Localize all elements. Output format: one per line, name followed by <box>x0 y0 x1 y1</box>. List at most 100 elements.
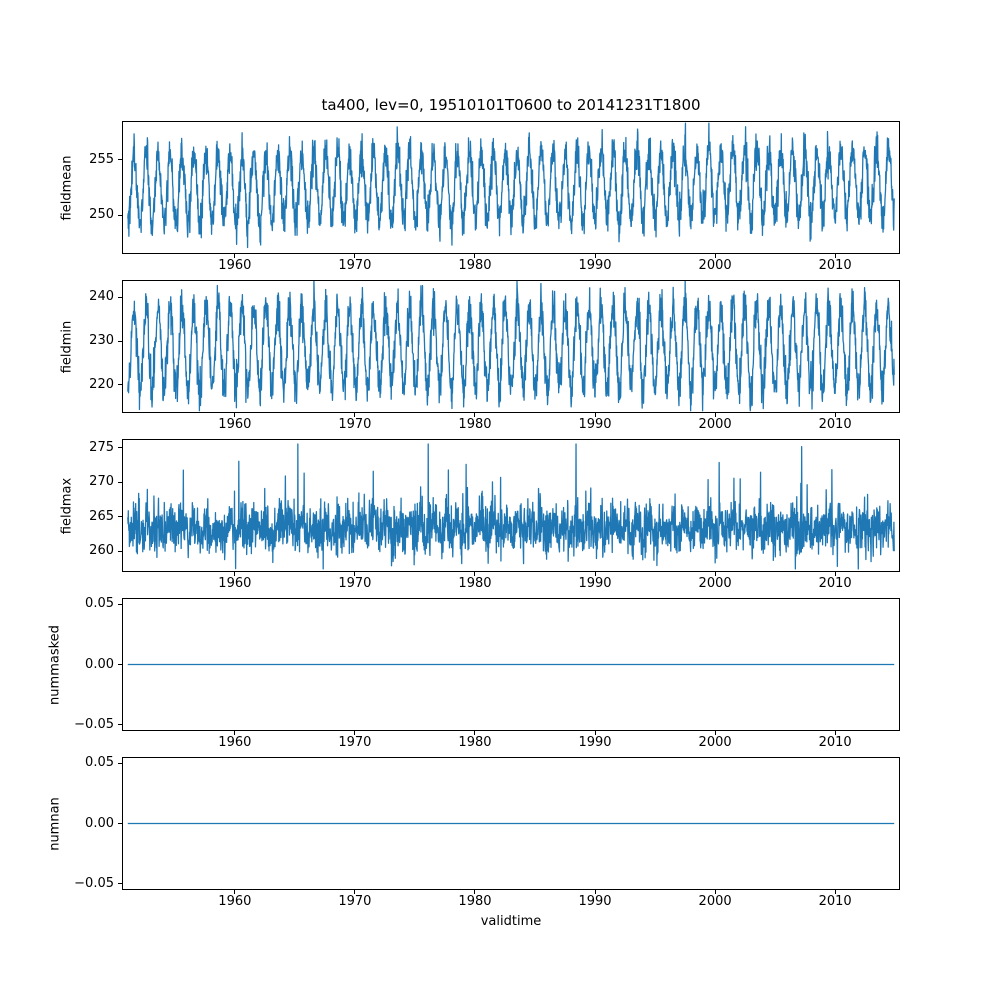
y-tick-mark <box>118 516 122 518</box>
x-tick-mark <box>594 731 596 735</box>
x-tick-mark <box>234 731 236 735</box>
x-tick-mark <box>834 254 836 258</box>
x-tick-label: 2000 <box>698 576 732 591</box>
x-tick-mark <box>714 254 716 258</box>
x-tick-mark <box>834 731 836 735</box>
subplot-numnan <box>122 757 900 890</box>
x-tick-mark <box>474 572 476 576</box>
x-tick-label: 2010 <box>818 576 852 591</box>
y-tick-mark <box>118 603 122 605</box>
y-tick-mark <box>118 883 122 885</box>
y-tick-label: 255 <box>89 151 114 167</box>
y-tick-mark <box>118 340 122 342</box>
x-tick-label: 1990 <box>578 894 612 909</box>
x-tick-mark <box>714 572 716 576</box>
x-tick-mark <box>234 413 236 417</box>
x-tick-mark <box>354 890 356 894</box>
y-tick-mark <box>118 384 122 386</box>
y-tick-label: 0.00 <box>85 815 114 831</box>
x-tick-label: 1960 <box>218 735 252 750</box>
x-tick-mark <box>714 731 716 735</box>
x-tick-mark <box>834 572 836 576</box>
x-tick-mark <box>354 731 356 735</box>
x-axis-label: validtime <box>480 914 542 929</box>
y-tick-mark <box>118 724 122 726</box>
y-tick-mark <box>118 296 122 298</box>
x-tick-mark <box>354 254 356 258</box>
y-tick-label: 265 <box>89 508 114 524</box>
x-tick-label: 2000 <box>698 735 732 750</box>
x-tick-mark <box>474 890 476 894</box>
x-tick-mark <box>474 254 476 258</box>
x-tick-label: 1970 <box>338 417 372 432</box>
x-tick-label: 2010 <box>818 735 852 750</box>
subplot-fieldmax <box>122 439 900 572</box>
x-tick-mark <box>354 413 356 417</box>
x-tick-label: 1970 <box>338 735 372 750</box>
x-tick-label: 1970 <box>338 258 372 273</box>
y-tick-label: 240 <box>89 289 114 305</box>
x-tick-label: 1970 <box>338 576 372 591</box>
y-tick-label: 250 <box>89 207 114 223</box>
x-tick-label: 1960 <box>218 894 252 909</box>
y-tick-mark <box>118 762 122 764</box>
y-tick-mark <box>118 823 122 824</box>
x-tick-mark <box>474 413 476 417</box>
y-tick-mark <box>118 159 122 161</box>
x-tick-mark <box>834 413 836 417</box>
x-tick-label: 1960 <box>218 417 252 432</box>
y-tick-mark <box>118 550 122 552</box>
y-tick-label: 0.05 <box>85 596 114 612</box>
x-tick-label: 2000 <box>698 258 732 273</box>
x-tick-label: 1970 <box>338 894 372 909</box>
y-tick-label: −0.05 <box>74 875 114 891</box>
x-tick-label: 2000 <box>698 417 732 432</box>
x-tick-label: 1990 <box>578 576 612 591</box>
x-tick-label: 1980 <box>458 417 492 432</box>
y-tick-label: 0.00 <box>85 656 114 672</box>
x-tick-label: 2010 <box>818 258 852 273</box>
x-tick-label: 1990 <box>578 417 612 432</box>
x-tick-mark <box>474 731 476 735</box>
x-tick-label: 1960 <box>218 576 252 591</box>
x-tick-label: 2010 <box>818 417 852 432</box>
y-tick-label: 260 <box>89 543 114 559</box>
x-tick-mark <box>594 413 596 417</box>
y-tick-label: 220 <box>89 376 114 392</box>
y-tick-label: 275 <box>89 439 114 455</box>
x-tick-label: 1990 <box>578 735 612 750</box>
x-tick-label: 1980 <box>458 258 492 273</box>
x-tick-label: 1980 <box>458 735 492 750</box>
y-tick-mark <box>118 481 122 483</box>
x-tick-mark <box>234 572 236 576</box>
y-tick-mark <box>118 664 122 665</box>
x-tick-mark <box>234 254 236 258</box>
series-line-fieldmax <box>127 443 895 570</box>
y-tick-label: 0.05 <box>85 755 114 771</box>
subplot-nummasked <box>122 598 900 731</box>
x-tick-label: 2010 <box>818 894 852 909</box>
x-tick-mark <box>594 254 596 258</box>
x-tick-mark <box>834 890 836 894</box>
series-line-fieldmin <box>127 281 895 412</box>
x-tick-mark <box>594 890 596 894</box>
series-line-fieldmean <box>127 122 895 249</box>
x-tick-mark <box>594 572 596 576</box>
x-tick-label: 1980 <box>458 576 492 591</box>
x-tick-mark <box>714 890 716 894</box>
y-tick-label: 230 <box>89 333 114 349</box>
chart-title: ta400, lev=0, 19510101T0600 to 20141231T… <box>321 96 701 114</box>
y-tick-label: −0.05 <box>74 716 114 732</box>
x-tick-label: 1980 <box>458 894 492 909</box>
x-tick-mark <box>354 572 356 576</box>
subplot-fieldmean <box>122 121 900 254</box>
x-tick-label: 1990 <box>578 258 612 273</box>
x-tick-label: 1960 <box>218 258 252 273</box>
x-tick-mark <box>234 890 236 894</box>
y-tick-mark <box>118 214 122 216</box>
y-tick-mark <box>118 447 122 449</box>
y-tick-label: 270 <box>89 474 114 490</box>
x-tick-label: 2000 <box>698 894 732 909</box>
subplot-fieldmin <box>122 280 900 413</box>
